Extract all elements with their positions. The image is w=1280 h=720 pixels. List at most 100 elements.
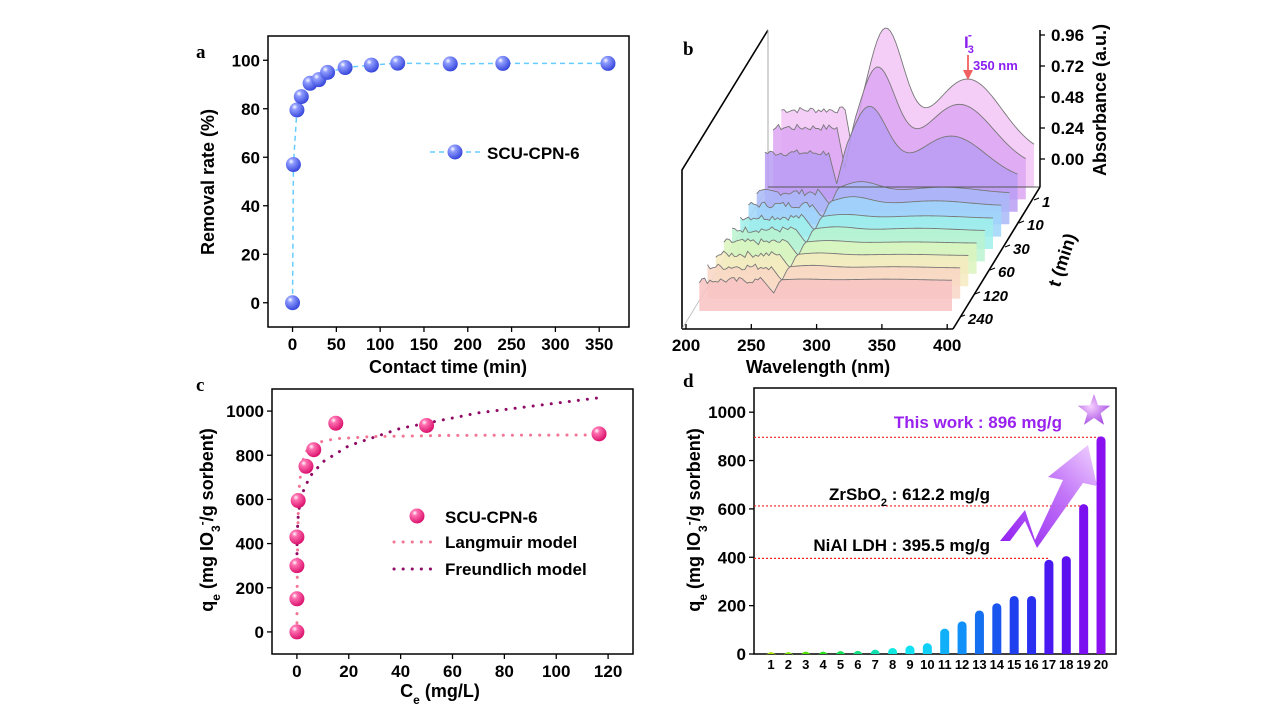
b-spectrum-fill [699,277,952,311]
a-data-point [442,56,458,72]
d-annotation: This work : 896 mg/g [894,413,1062,432]
d-x-tick-label: 1 [767,657,774,672]
a-legend-label: SCU-CPN-6 [487,144,580,163]
d-bar [1096,436,1106,654]
b-z-tick [959,314,966,318]
b-spectrum-line [715,250,969,269]
arrow-down-icon [963,70,973,80]
c-legend-label: SCU-CPN-6 [445,508,538,527]
d-bar [940,628,950,654]
d-x-tick-label: 20 [1094,657,1108,672]
b-frame-left [681,29,769,329]
a-data-point [285,295,301,311]
a-x-tick-label: 300 [541,335,569,354]
d-x-tick-label: 8 [889,657,896,672]
c-data-point [289,591,305,607]
b-z-tick-label: 240 [967,311,994,328]
a-data-point [600,55,616,71]
c-y-tick-label: 0 [255,623,264,642]
c-data-point [591,426,607,442]
c-x-tick-label: 60 [443,662,462,681]
text-part: /g sorbent) [197,428,217,521]
a-y-tick-label: 20 [241,245,260,264]
b-spectrum-line [707,263,961,281]
species-sup: - [968,28,972,42]
d-bar [853,650,863,656]
b-peak-label: 350 nm [973,58,1018,73]
b-z-axis-title: t (min) [1044,231,1080,289]
d-bar [801,651,811,657]
b-spectrum-fill [764,106,1018,212]
b-x-tick-label: 200 [672,336,700,355]
text-part: (mg IO [684,532,704,594]
b-z-tick-label: 10 [1027,217,1044,234]
b-y-tick-label: 0.96 [1051,26,1084,45]
d-x-tick-label: 7 [872,657,879,672]
c-y-tick-label: 800 [236,446,264,465]
d-bar [905,645,915,654]
b-z-tick [1004,244,1011,248]
d-x-tick-label: 10 [920,657,934,672]
d-x-tick-label: 14 [990,657,1005,672]
text-part: This work : 896 mg/g [894,413,1062,432]
d-x-tick-label: 9 [906,657,913,672]
b-y-tick-label: 0.24 [1051,119,1085,138]
d-bar [1027,595,1037,654]
zigzag-arrow-icon [1000,445,1097,548]
b-z-tick [989,267,996,271]
a-series-line [291,62,608,303]
text-part: - [195,521,209,525]
a-y-tick-label: 40 [241,197,260,216]
b-y-axis-title: Absorbance (a.u.) [1090,24,1110,176]
a-data-point [320,64,336,80]
panel-label-b: b [683,39,694,60]
b-spectrum-line [748,196,1002,217]
d-bar [922,643,932,654]
c-data-point [298,458,314,474]
species: I [964,33,969,52]
panel-a-chart: 0 50 100 150 200 250 300 350 0 20 40 60 80 100 SCU-CPN… [198,35,630,377]
panel-label-a: a [196,42,206,63]
c-legend-label: Freundlich model [445,560,587,579]
b-spectrum-line [739,213,994,231]
a-data-point [495,55,511,71]
d-x-tick-label: 16 [1024,657,1038,672]
b-spectrum-line [764,105,1018,184]
c-data-point [289,558,305,574]
b-z-tick-label: 30 [1013,241,1030,258]
text-part: q [684,601,704,612]
text-part: e [413,693,420,707]
a-data-point [363,57,379,73]
b-time-axis [952,186,1041,330]
a-y-axis-title: Removal rate (%) [198,109,218,255]
a-x-tick-label: 150 [410,335,438,354]
d-bar [1044,559,1054,654]
d-bar [870,649,880,655]
text-part: : 612.2 mg/g [887,485,990,504]
c-x-tick-label: 0 [292,662,301,681]
c-y-tick-label: 1000 [226,402,264,421]
d-bar [888,647,898,654]
b-spectrum-line [698,276,953,294]
b-y-tick-label: 0.48 [1051,88,1084,107]
a-x-tick-label: 0 [288,335,297,354]
d-bar [974,610,984,654]
a-y-tick-label: 100 [232,51,260,70]
text-part: NiAl LDH : 395.5 mg/g [813,536,990,555]
c-data-point [289,624,305,640]
d-bar [957,621,967,654]
c-x-tick-label: 100 [542,662,570,681]
star-icon [1077,394,1111,425]
a-data-point [390,55,406,71]
b-species-label: I3 - [964,28,974,56]
d-y-axis-title: qe (mg IO3-/g sorbent) [682,428,710,611]
d-bar [766,652,776,657]
c-x-tick-label: 40 [391,662,410,681]
b-spectrum-line [781,27,1035,155]
b-z-tick-label: 120 [983,288,1009,305]
d-bar [1009,595,1019,654]
d-y-tick-label: 400 [718,548,746,567]
d-x-tick-label: 12 [955,657,969,672]
d-x-tick-label: 13 [972,657,986,672]
